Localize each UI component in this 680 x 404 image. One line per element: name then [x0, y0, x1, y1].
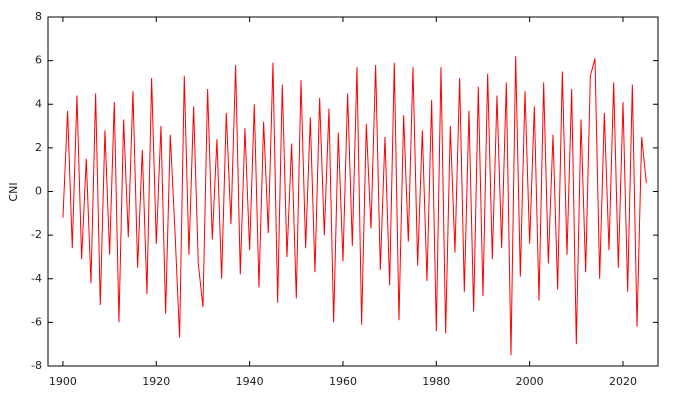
y-tick-label: -8: [31, 359, 42, 372]
y-tick-label: -6: [31, 315, 42, 328]
y-tick-label: 0: [35, 185, 42, 198]
x-tick-label: 1920: [142, 375, 170, 388]
y-tick-label: 2: [35, 141, 42, 154]
y-axis-label: CNI: [7, 182, 20, 201]
x-tick-label: 2000: [516, 375, 544, 388]
y-tick-label: -4: [31, 272, 42, 285]
y-tick-label: 6: [35, 54, 42, 67]
plot-frame: [47, 16, 659, 367]
y-tick-label: -2: [31, 228, 42, 241]
data-line: [62, 56, 647, 356]
y-tick-label: 4: [35, 97, 42, 110]
x-tick-label: 2020: [609, 375, 637, 388]
x-tick-label: 1940: [236, 375, 264, 388]
x-tick-label: 1980: [422, 375, 450, 388]
x-tick-label: 1900: [49, 375, 77, 388]
x-tick-label: 1960: [329, 375, 357, 388]
y-tick-label: 8: [35, 10, 42, 23]
